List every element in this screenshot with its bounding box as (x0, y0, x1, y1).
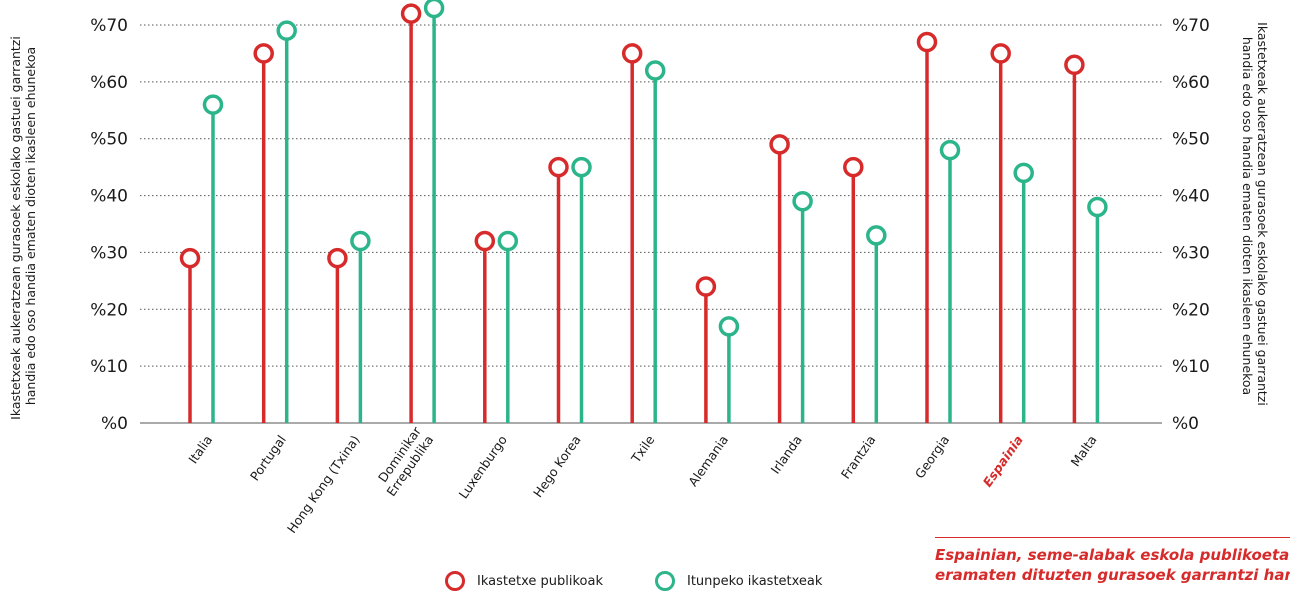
note-divider (935, 537, 1290, 538)
y-tick-label-left: %50 (90, 130, 128, 150)
x-tick-label-luxenburgo: Luxenburgo (455, 432, 510, 501)
point-itunpeko-ikastetxeak (497, 230, 519, 252)
point-ikastetxe-publikoak (327, 247, 348, 269)
point-itunpeko-ikastetxeak (571, 156, 592, 178)
point-itunpeko-ikastetxeak (1013, 162, 1034, 184)
x-tick-label-espainia: Espainia (980, 432, 1026, 489)
x-tick-label-line: Txile (628, 432, 658, 466)
legend: Ikastetxe publikoak Itunpeko ikastetxeak (445, 571, 874, 591)
y-axis-left: %0 %10 %20 %30 %40 %50 %60 %70 (90, 16, 128, 434)
point-itunpeko-ikastetxeak (939, 139, 961, 161)
point-ikastetxe-publikoak (990, 43, 1011, 64)
y-tick-label-left: %60 (90, 73, 128, 93)
legend-public-marker-icon (445, 571, 465, 591)
point-ikastetxe-publikoak (400, 3, 422, 24)
x-tick-label-frantzia: Frantzia (838, 432, 879, 481)
x-tick-label-portugal: Portugal (247, 432, 289, 483)
y-axis-title-left-line1: Ikastetxeak aukeratzean gurasoek eskolak… (8, 36, 23, 420)
x-tick-label-line: Espainia (980, 432, 1026, 489)
x-tick-label-irlanda: Irlanda (768, 432, 805, 476)
x-tick-label-line: Hong Kong (Txina) (284, 432, 363, 535)
point-itunpeko-ikastetxeak (718, 316, 740, 337)
x-tick-label-malta: Malta (1068, 432, 1100, 469)
point-ikastetxe-publikoak (916, 31, 938, 53)
x-tick-label-line: Alemania (685, 432, 731, 489)
point-ikastetxe-publikoak (769, 134, 790, 155)
point-ikastetxe-publikoak (843, 156, 864, 178)
x-tick-label-line: Frantzia (838, 432, 879, 481)
y-tick-label-left: %40 (90, 187, 128, 207)
point-ikastetxe-publikoak (474, 230, 496, 252)
point-itunpeko-ikastetxeak (350, 230, 371, 252)
x-tick-label-line: Hego Korea (530, 432, 584, 500)
point-ikastetxe-publikoak (253, 43, 274, 64)
legend-item-charter: Itunpeko ikastetxeak (654, 571, 823, 591)
point-itunpeko-ikastetxeak (792, 191, 813, 212)
x-tick-label-italia: Italia (185, 432, 215, 466)
x-tick-label-line: Luxenburgo (455, 432, 510, 501)
y-tick-label-left: %0 (101, 414, 128, 434)
y-axis-title-left-line2: handia edo oso handia ematen dioten ikas… (23, 47, 38, 405)
y-tick-label-right: %50 (1172, 130, 1210, 150)
y-tick-label-right: %10 (1172, 357, 1210, 377)
legend-charter-label: Itunpeko ikastetxeak (686, 573, 823, 589)
y-tick-label-left: %20 (90, 300, 128, 320)
point-ikastetxe-publikoak (621, 43, 643, 64)
lollipop-stems (188, 16, 1100, 423)
x-tick-label-line: Malta (1068, 432, 1100, 469)
x-tick-label-line: Portugal (247, 432, 289, 483)
x-tick-label-txile: Txile (628, 432, 658, 466)
y-tick-label-right: %30 (1172, 243, 1210, 263)
spain-note: Espainian, seme-alabak eskola publikoeta… (935, 537, 1290, 593)
point-itunpeko-ikastetxeak (423, 0, 445, 19)
point-itunpeko-ikastetxeak (276, 20, 297, 41)
y-tick-label-right: %60 (1172, 73, 1210, 93)
gridlines (140, 24, 1162, 424)
point-itunpeko-ikastetxeak (644, 60, 666, 81)
y-tick-label-right: %0 (1172, 414, 1199, 434)
y-axis-title-left: Ikastetxeak aukeratzean gurasoek eskolak… (8, 32, 38, 420)
lollipop-points (179, 0, 1108, 337)
x-tick-label-hong-kong-txina: Hong Kong (Txina) (284, 432, 363, 535)
x-tick-label-line: Irlanda (768, 432, 805, 476)
y-tick-label-left: %70 (90, 16, 128, 36)
y-axis-right: %0 %10 %20 %30 %40 %50 %60 %70 (1172, 16, 1210, 434)
point-ikastetxe-publikoak (1064, 54, 1085, 76)
x-tick-label-georgia: Georgia (912, 432, 952, 481)
y-tick-label-left: %30 (90, 243, 128, 263)
legend-public-label: Ikastetxe publikoak (477, 573, 603, 589)
point-itunpeko-ikastetxeak (866, 225, 887, 246)
x-tick-label-dominikar-errepublika: DominikarErrepublika (371, 423, 437, 499)
point-ikastetxe-publikoak (695, 276, 717, 297)
legend-charter-marker-icon (654, 571, 675, 591)
y-tick-label-right: %40 (1172, 187, 1210, 207)
point-itunpeko-ikastetxeak (202, 94, 224, 115)
x-tick-label-alemania: Alemania (685, 432, 731, 489)
y-axis-title-right-line1: Ikastetxeak aukeratzean gurasoek eskolak… (1255, 22, 1270, 406)
y-axis-title-right: Ikastetxeak aukeratzean gurasoek eskolak… (1240, 22, 1270, 410)
y-axis-title-right-line2: handia edo oso handia ematen dioten ikas… (1240, 37, 1255, 395)
x-tick-label-line: Georgia (912, 432, 952, 481)
y-tick-label-right: %70 (1172, 16, 1210, 36)
point-ikastetxe-publikoak (179, 247, 201, 269)
note-line-1: Espainian, seme-alabak eskola publikoeta (935, 546, 1290, 564)
y-tick-label-right: %20 (1172, 300, 1210, 320)
point-itunpeko-ikastetxeak (1087, 196, 1108, 218)
x-tick-label-hego-korea: Hego Korea (530, 432, 584, 500)
y-tick-label-left: %10 (90, 357, 128, 377)
legend-item-public: Ikastetxe publikoak (445, 571, 603, 591)
point-ikastetxe-publikoak (548, 156, 569, 178)
note-line-2: eramaten dituzten gurasoek garrantzi han (935, 566, 1290, 584)
x-tick-label-line: Italia (185, 432, 215, 466)
